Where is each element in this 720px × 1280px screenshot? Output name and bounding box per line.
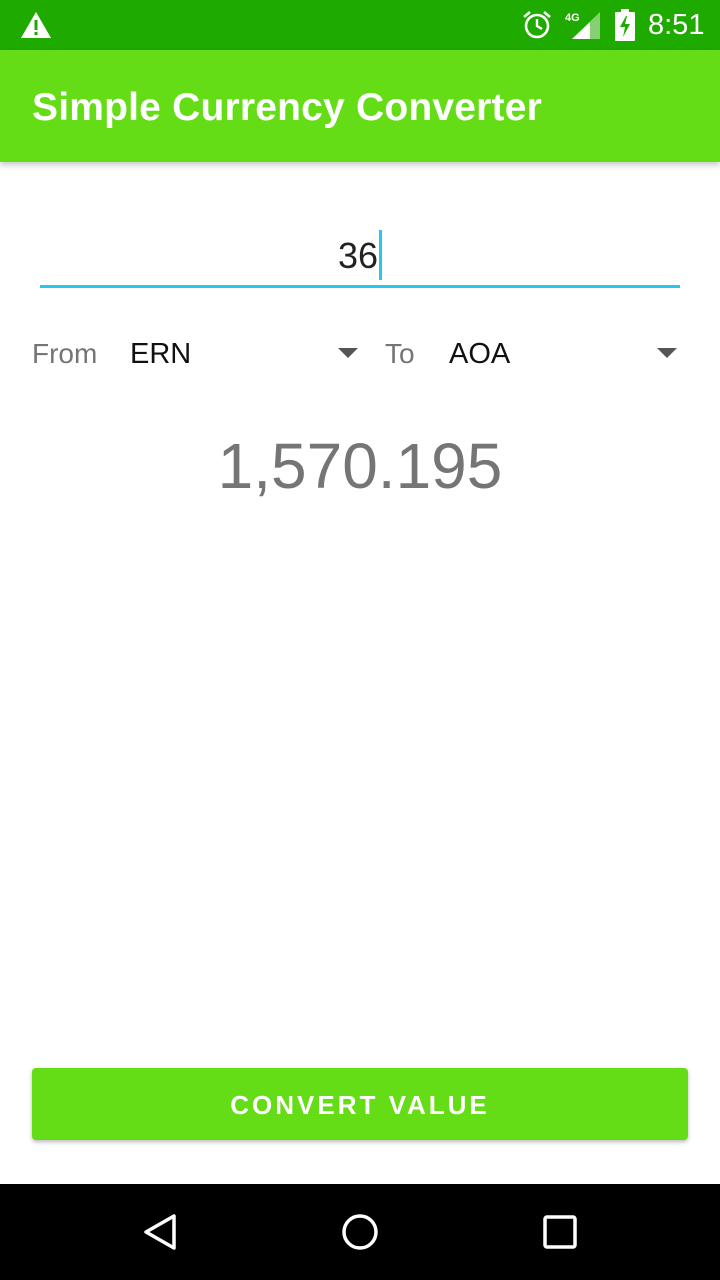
status-bar: 4G 8:51 [0, 0, 720, 50]
amount-input[interactable]: 36 [40, 224, 680, 288]
app-title: Simple Currency Converter [32, 86, 543, 129]
battery-charging-icon [615, 9, 635, 41]
conversion-result: 1,570.195 [217, 430, 503, 502]
recents-icon[interactable] [536, 1208, 584, 1256]
to-currency-value[interactable]: AOA [449, 338, 511, 370]
svg-text:4G: 4G [565, 12, 580, 24]
convert-value-button[interactable]: CONVERT VALUE [32, 1068, 688, 1140]
alarm-icon [523, 11, 551, 39]
home-icon[interactable] [336, 1208, 384, 1256]
back-icon[interactable] [136, 1208, 184, 1256]
amount-value[interactable]: 36 [337, 235, 379, 276]
status-time: 8:51 [648, 9, 705, 41]
from-currency-value[interactable]: ERN [130, 338, 192, 370]
to-label: To [385, 338, 415, 369]
to-currency-spinner[interactable]: AOA [449, 330, 681, 378]
signal-4g-icon: 4G [565, 12, 600, 39]
navigation-bar [0, 1184, 720, 1280]
from-label: From [32, 338, 98, 369]
app-bar: Simple Currency Converter [0, 50, 720, 162]
dropdown-arrow-icon[interactable] [338, 348, 358, 358]
warning-icon [21, 12, 51, 38]
text-caret [379, 230, 383, 281]
from-currency-spinner[interactable]: ERN [130, 330, 362, 378]
dropdown-arrow-icon[interactable] [657, 348, 677, 358]
amount-value-wrapper[interactable]: 36 [40, 230, 680, 281]
